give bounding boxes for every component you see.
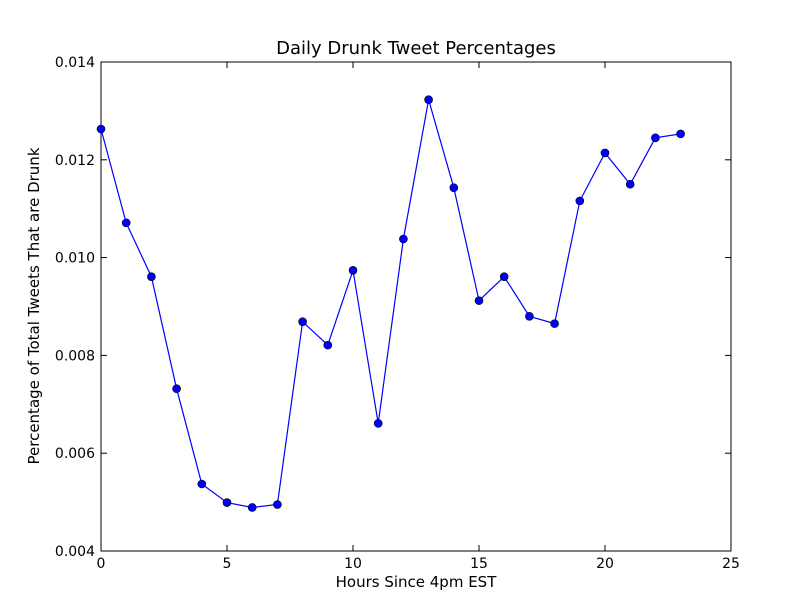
- x-tick-label: 20: [596, 556, 614, 572]
- data-point: [323, 340, 333, 350]
- data-point: [273, 500, 282, 509]
- y-tick-label: 0.010: [55, 251, 95, 267]
- x-tick-label: 5: [223, 556, 232, 572]
- data-point: [172, 384, 181, 393]
- data-point: [499, 272, 509, 281]
- data-point: [399, 234, 408, 244]
- data-point: [121, 218, 131, 228]
- x-tick-label: 10: [344, 556, 362, 572]
- series-line: [100, 99, 681, 509]
- data-point: [348, 266, 358, 275]
- y-tick-label: 0.014: [55, 55, 95, 71]
- plot-area: 0 5 10 15 20 25 0.004 0.006 0.008 0.010 0.012 0.014: [55, 55, 740, 572]
- x-tick-label: 15: [470, 556, 488, 572]
- x-tick-label: 25: [722, 556, 740, 572]
- y-tick-label: 0.008: [55, 348, 95, 364]
- data-point: [525, 311, 534, 321]
- y-tick-label: 0.004: [55, 544, 95, 560]
- y-tick-label: 0.012: [55, 153, 95, 169]
- plot-frame: [100, 61, 732, 552]
- data-point: [222, 498, 232, 507]
- data-point: [625, 179, 635, 189]
- data-point: [651, 133, 660, 143]
- data-point: [676, 129, 685, 139]
- y-tick-label: 0.006: [55, 446, 95, 462]
- data-point: [247, 503, 257, 512]
- x-axis-label: Hours Since 4pm EST: [336, 573, 498, 591]
- y-axis-label: Percentage of Total Tweets That are Drun…: [25, 147, 43, 464]
- data-point: [197, 479, 207, 489]
- x-tick-label: 0: [97, 556, 106, 572]
- chart-title: Daily Drunk Tweet Percentages: [276, 38, 556, 59]
- data-point: [449, 183, 459, 192]
- data-point: [147, 272, 156, 281]
- data-point: [424, 95, 433, 104]
- data-point: [373, 419, 383, 428]
- data-point: [600, 148, 610, 158]
- data-point: [96, 124, 106, 134]
- data-point: [550, 319, 559, 328]
- data-point: [575, 196, 585, 206]
- data-point: [474, 296, 484, 305]
- data-point: [298, 317, 307, 326]
